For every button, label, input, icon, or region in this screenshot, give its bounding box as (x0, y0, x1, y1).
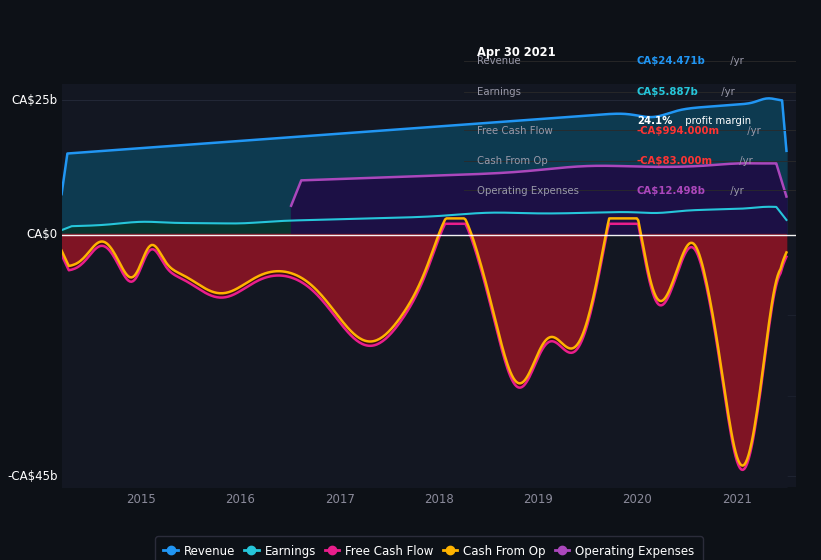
Text: /yr: /yr (718, 87, 734, 97)
Text: CA$0: CA$0 (27, 228, 58, 241)
Text: -CA$994.000m: -CA$994.000m (637, 125, 720, 136)
Text: -CA$45b: -CA$45b (7, 470, 58, 483)
Text: CA$5.887b: CA$5.887b (637, 87, 699, 97)
Text: /yr: /yr (727, 185, 743, 195)
Legend: Revenue, Earnings, Free Cash Flow, Cash From Op, Operating Expenses: Revenue, Earnings, Free Cash Flow, Cash … (155, 536, 703, 560)
Text: Revenue: Revenue (477, 57, 521, 67)
Text: CA$25b: CA$25b (11, 94, 58, 106)
Text: CA$24.471b: CA$24.471b (637, 57, 705, 67)
Text: Cash From Op: Cash From Op (477, 156, 548, 166)
Text: Apr 30 2021: Apr 30 2021 (477, 46, 556, 59)
Text: /yr: /yr (745, 125, 761, 136)
Text: Operating Expenses: Operating Expenses (477, 185, 579, 195)
Text: 24.1%: 24.1% (637, 116, 672, 127)
Text: profit margin: profit margin (681, 116, 750, 127)
Text: -CA$83.000m: -CA$83.000m (637, 156, 713, 166)
Text: /yr: /yr (727, 57, 743, 67)
Text: /yr: /yr (736, 156, 752, 166)
Text: CA$12.498b: CA$12.498b (637, 185, 705, 195)
Text: Earnings: Earnings (477, 87, 521, 97)
Text: Free Cash Flow: Free Cash Flow (477, 125, 553, 136)
